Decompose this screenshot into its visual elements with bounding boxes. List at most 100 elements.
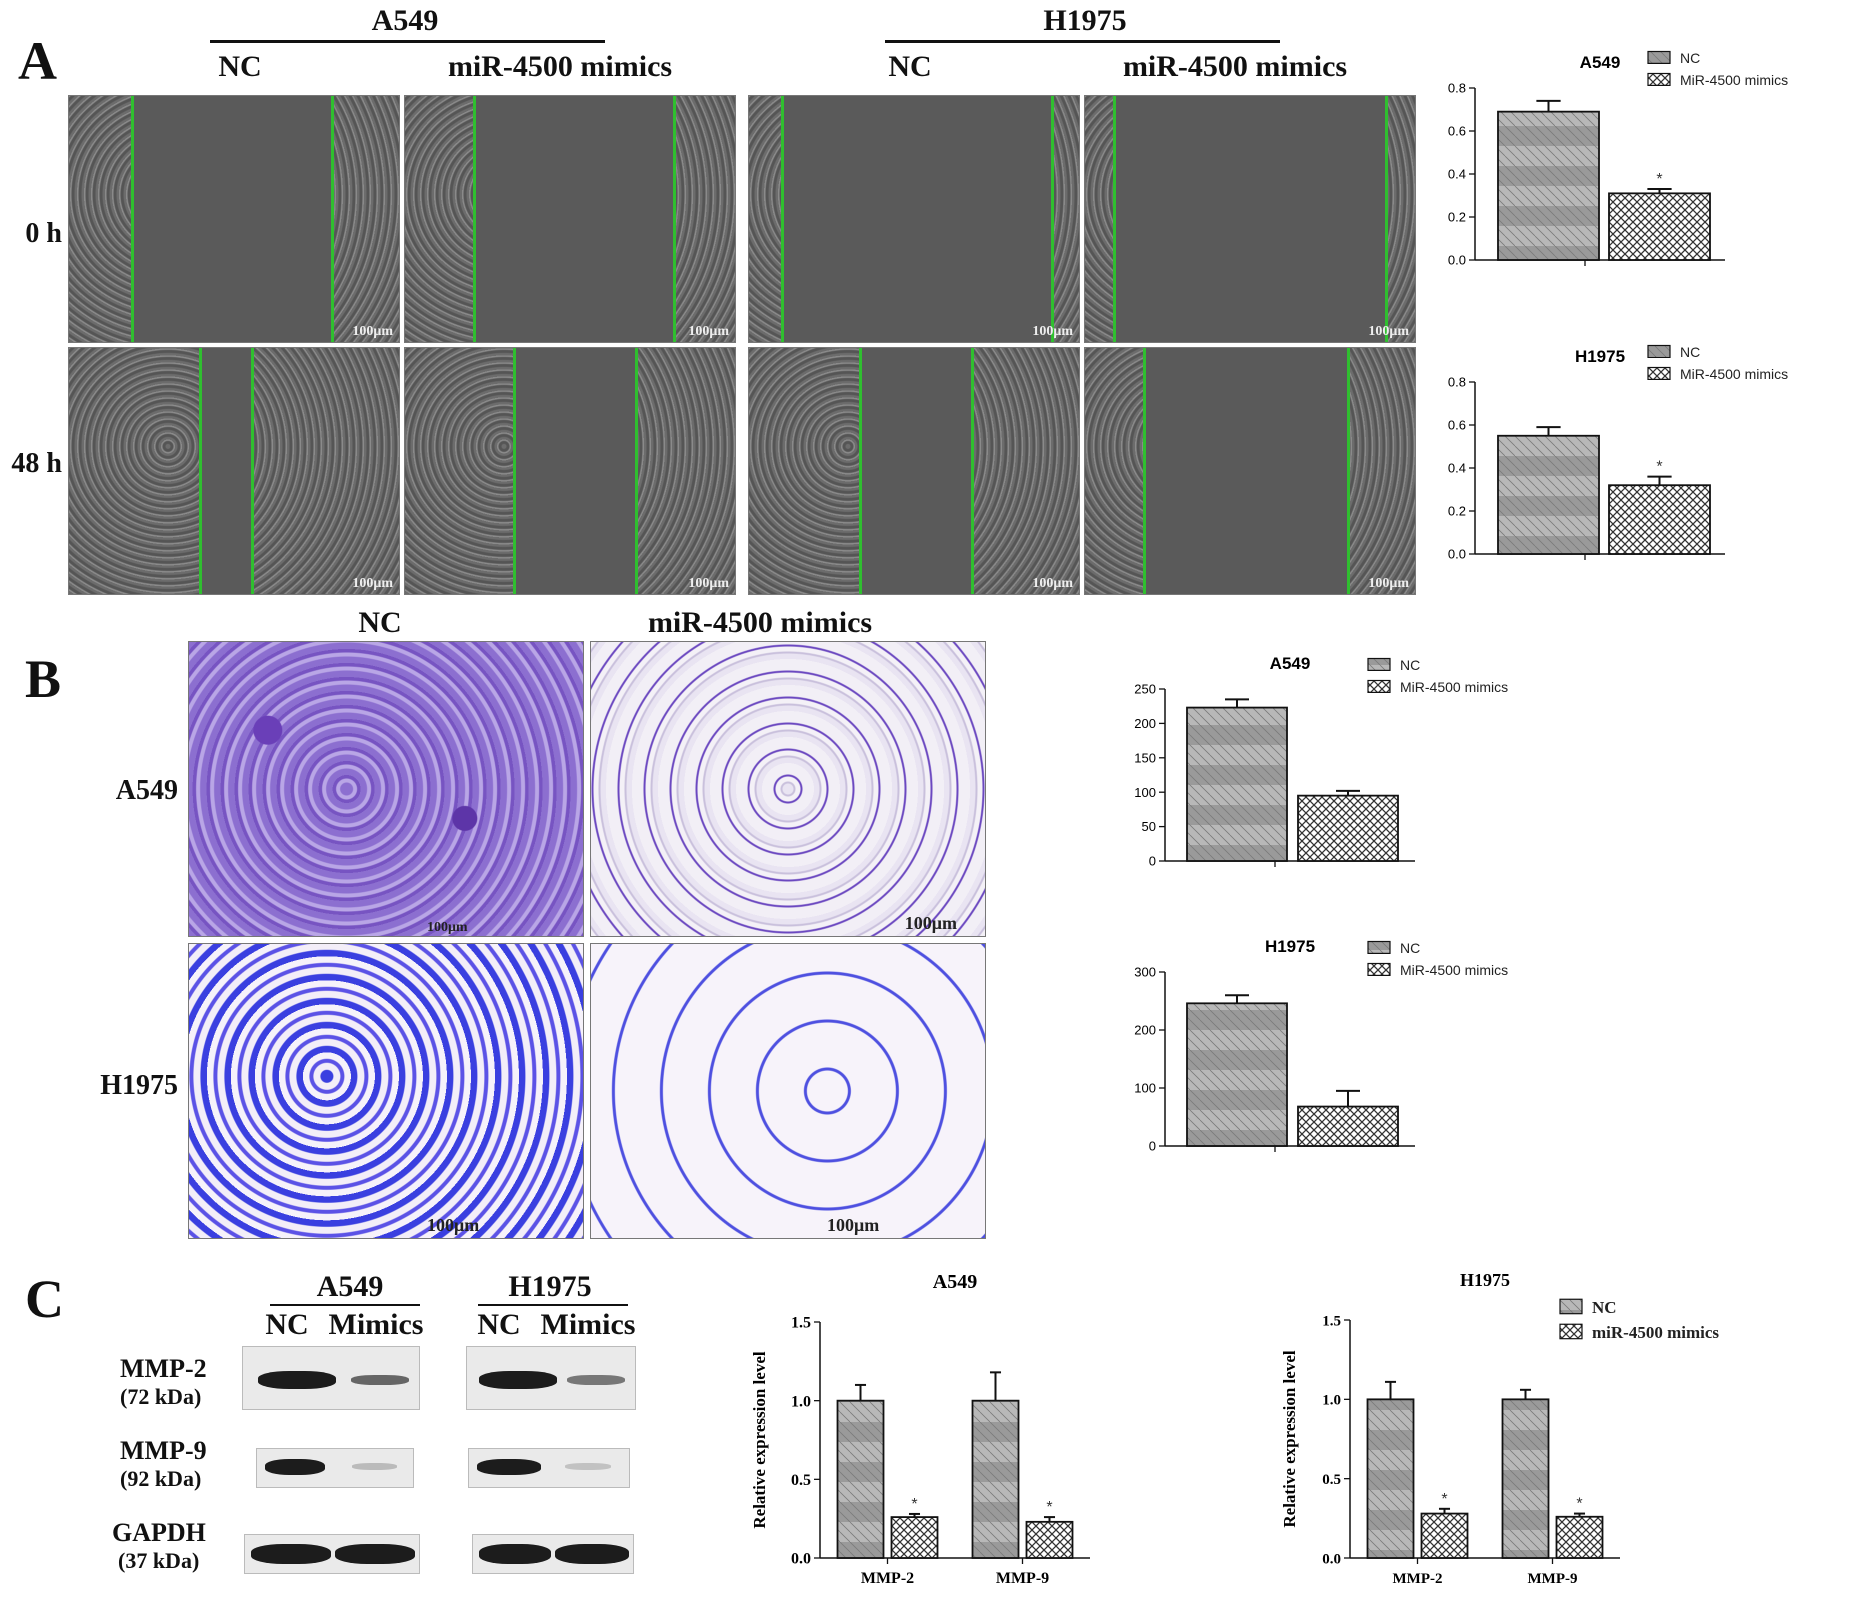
b-image-h1975-mimics: 100μm — [590, 943, 986, 1239]
legend-label: MiR-4500 mimics — [1400, 679, 1508, 695]
scale-bar-label: 100μm — [827, 1215, 880, 1235]
c-group-h1975: H1975 — [508, 1270, 592, 1303]
c-protein-mmp9-size: (92 kDa) — [120, 1466, 202, 1491]
a-image-h1975-mimics-0h: 100μm — [1084, 95, 1416, 343]
bar — [1497, 434, 1600, 555]
y-tick-label: 0 — [1149, 854, 1156, 869]
y-tick-label: 250 — [1134, 682, 1156, 697]
y-tick-label: 0.0 — [1322, 1551, 1341, 1567]
y-tick-label: 1.0 — [1322, 1393, 1341, 1409]
chart-title: A549 — [933, 1271, 977, 1293]
a-group-h1975: H1975 — [1043, 4, 1127, 37]
c-protein-gapdh-size: (37 kDa) — [118, 1548, 200, 1573]
scale-bar-label: 100μm — [427, 1215, 480, 1235]
c-blot-a549-gapdh — [244, 1534, 420, 1574]
bar — [836, 1399, 885, 1559]
y-tick-label: 200 — [1134, 716, 1156, 731]
significance-marker: * — [1576, 1496, 1582, 1513]
legend-swatch — [1367, 657, 1391, 671]
y-tick-label: 0.0 — [1448, 547, 1466, 562]
scale-bar-label: 100μm — [688, 576, 729, 591]
a-image-h1975-mimics-48h: 100μm — [1084, 347, 1416, 595]
chart-b-h1975: H1975 0 100 200 300 NC MiR-4500 mimics — [1134, 937, 1508, 1154]
a-group-a549: A549 — [371, 4, 439, 37]
bar — [1297, 794, 1399, 862]
y-tick-label: 0.2 — [1448, 210, 1466, 225]
bar — [1501, 1398, 1550, 1559]
c-group-a549: A549 — [316, 1270, 384, 1303]
b-cond-mimics: miR-4500 mimics — [647, 606, 873, 639]
legend-swatch — [1647, 344, 1671, 358]
y-tick-label: 0.6 — [1448, 124, 1466, 139]
c-group-h1975-underline — [478, 1304, 628, 1306]
y-tick-label: 0.5 — [1322, 1472, 1341, 1488]
significance-marker: * — [911, 1496, 917, 1513]
scale-bar-label: 100μm — [352, 576, 393, 591]
bar — [1297, 1105, 1399, 1147]
x-tick-label: MMP-9 — [1528, 1571, 1578, 1587]
y-tick-label: 0.2 — [1448, 504, 1466, 519]
legend-label: MiR-4500 mimics — [1680, 72, 1788, 88]
y-tick-label: 0.4 — [1448, 461, 1466, 476]
x-tick-label: MMP-2 — [861, 1570, 914, 1587]
a-cond-4: miR-4500 mimics — [1122, 50, 1348, 83]
chart-a-h1975: H1975 0.0 0.2 0.4 0.6 0.8 * NC MiR-4500 mimics — [1448, 344, 1788, 562]
chart-b-a549: A549 0 50 100 150 200 250 NC MiR-4500 mimics — [1134, 654, 1508, 869]
legend-label: NC — [1400, 657, 1420, 673]
y-tick-label: 300 — [1134, 965, 1156, 980]
legend-swatch — [1367, 679, 1391, 693]
chart-c-h1975: H1975 0.0 0.5 1.0 1.5 Relative expression lev… — [1280, 1270, 1719, 1587]
a-row-0h: 0 h — [25, 218, 62, 249]
c-protein-mmp2-size: (72 kDa) — [120, 1384, 202, 1409]
a-row-48h: 48 h — [11, 448, 62, 479]
y-tick-label: 1.5 — [791, 1315, 811, 1332]
a-image-a549-nc-0h: 100μm — [68, 95, 400, 343]
bar — [1186, 706, 1288, 862]
y-axis-label: Relative expression level — [750, 1351, 769, 1528]
legend-swatch — [1647, 72, 1671, 86]
legend-label: miR-4500 mimics — [1592, 1323, 1719, 1342]
y-tick-label: 0.0 — [1448, 253, 1466, 268]
legend-label: NC — [1680, 50, 1700, 66]
c-lane-4: Mimics — [540, 1308, 636, 1341]
c-protein-gapdh: GAPDH — [112, 1518, 206, 1547]
a-cond-3: NC — [888, 50, 932, 83]
bar — [1186, 1002, 1288, 1147]
chart-title: A549 — [1580, 53, 1621, 72]
scale-bar-label: 100μm — [1368, 576, 1409, 591]
y-tick-label: 0 — [1149, 1139, 1156, 1154]
c-lane-2: Mimics — [328, 1308, 424, 1341]
bar — [1366, 1398, 1415, 1559]
a-image-a549-nc-48h: 100μm — [68, 347, 400, 595]
a-image-h1975-nc-0h: 100μm — [748, 95, 1080, 343]
a-image-h1975-nc-48h: 100μm — [748, 347, 1080, 595]
scale-bar-label: 100μm — [352, 324, 393, 339]
panel-c-letter: C — [25, 1269, 64, 1329]
y-tick-label: 0.5 — [791, 1472, 811, 1489]
chart-a-a549: A549 0.0 0.2 0.4 0.6 0.8 * NC MiR-4500 mimics — [1448, 50, 1788, 268]
a-cond-1: NC — [218, 50, 262, 83]
c-protein-mmp2: MMP-2 — [120, 1354, 207, 1383]
legend-label: MiR-4500 mimics — [1680, 366, 1788, 382]
x-tick-label: MMP-9 — [996, 1570, 1049, 1587]
c-lane-3: NC — [477, 1308, 521, 1341]
bar — [890, 1516, 939, 1559]
legend-label: NC — [1680, 344, 1700, 360]
b-row-a549: A549 — [115, 775, 178, 806]
significance-marker: * — [1656, 171, 1662, 188]
scale-bar-label: 100μm — [1032, 324, 1073, 339]
legend-swatch — [1647, 50, 1671, 64]
scale-bar-label: 100μm — [1368, 324, 1409, 339]
legend-label: NC — [1400, 940, 1420, 956]
bar — [1025, 1520, 1074, 1559]
chart-title: H1975 — [1265, 937, 1315, 956]
c-blot-a549-mmp9 — [256, 1448, 414, 1488]
panel-b-letter: B — [25, 649, 62, 709]
legend-swatch — [1367, 962, 1391, 976]
a-group-h1975-underline — [885, 40, 1280, 43]
y-tick-label: 0.4 — [1448, 167, 1466, 182]
y-tick-label: 0.8 — [1448, 375, 1466, 390]
bar — [1497, 110, 1600, 261]
legend-swatch — [1367, 940, 1391, 954]
chart-title: A549 — [1270, 654, 1311, 673]
